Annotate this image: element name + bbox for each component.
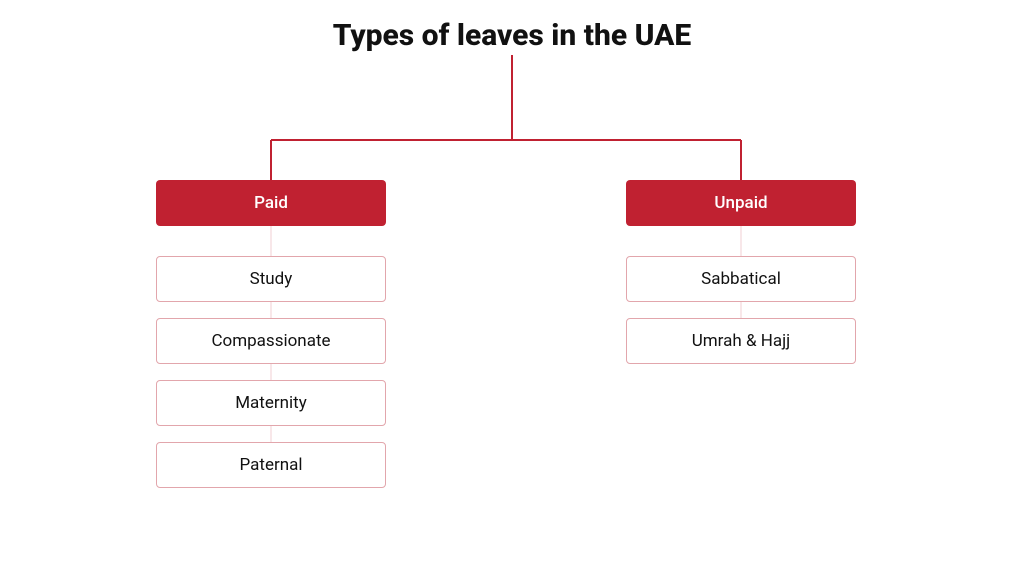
leave-type-item: Compassionate [156,318,386,364]
leave-type-label: Sabbatical [701,269,781,289]
category-paid: Paid [156,180,386,226]
category-label: Paid [254,193,288,213]
leave-type-label: Paternal [240,455,303,475]
leave-type-label: Umrah & Hajj [692,331,791,351]
diagram-canvas: Types of leaves in the UAE Paid Study Comp… [0,0,1024,576]
diagram-title: Types of leaves in the UAE [0,18,1024,53]
leave-type-label: Compassionate [211,331,330,351]
leave-type-item: Study [156,256,386,302]
leave-type-label: Study [250,269,293,289]
category-label: Unpaid [714,193,767,213]
category-unpaid: Unpaid [626,180,856,226]
leave-type-item: Umrah & Hajj [626,318,856,364]
leave-type-item: Paternal [156,442,386,488]
leave-type-item: Maternity [156,380,386,426]
leave-type-item: Sabbatical [626,256,856,302]
leave-type-label: Maternity [235,393,307,413]
connector-lines [0,0,1024,576]
